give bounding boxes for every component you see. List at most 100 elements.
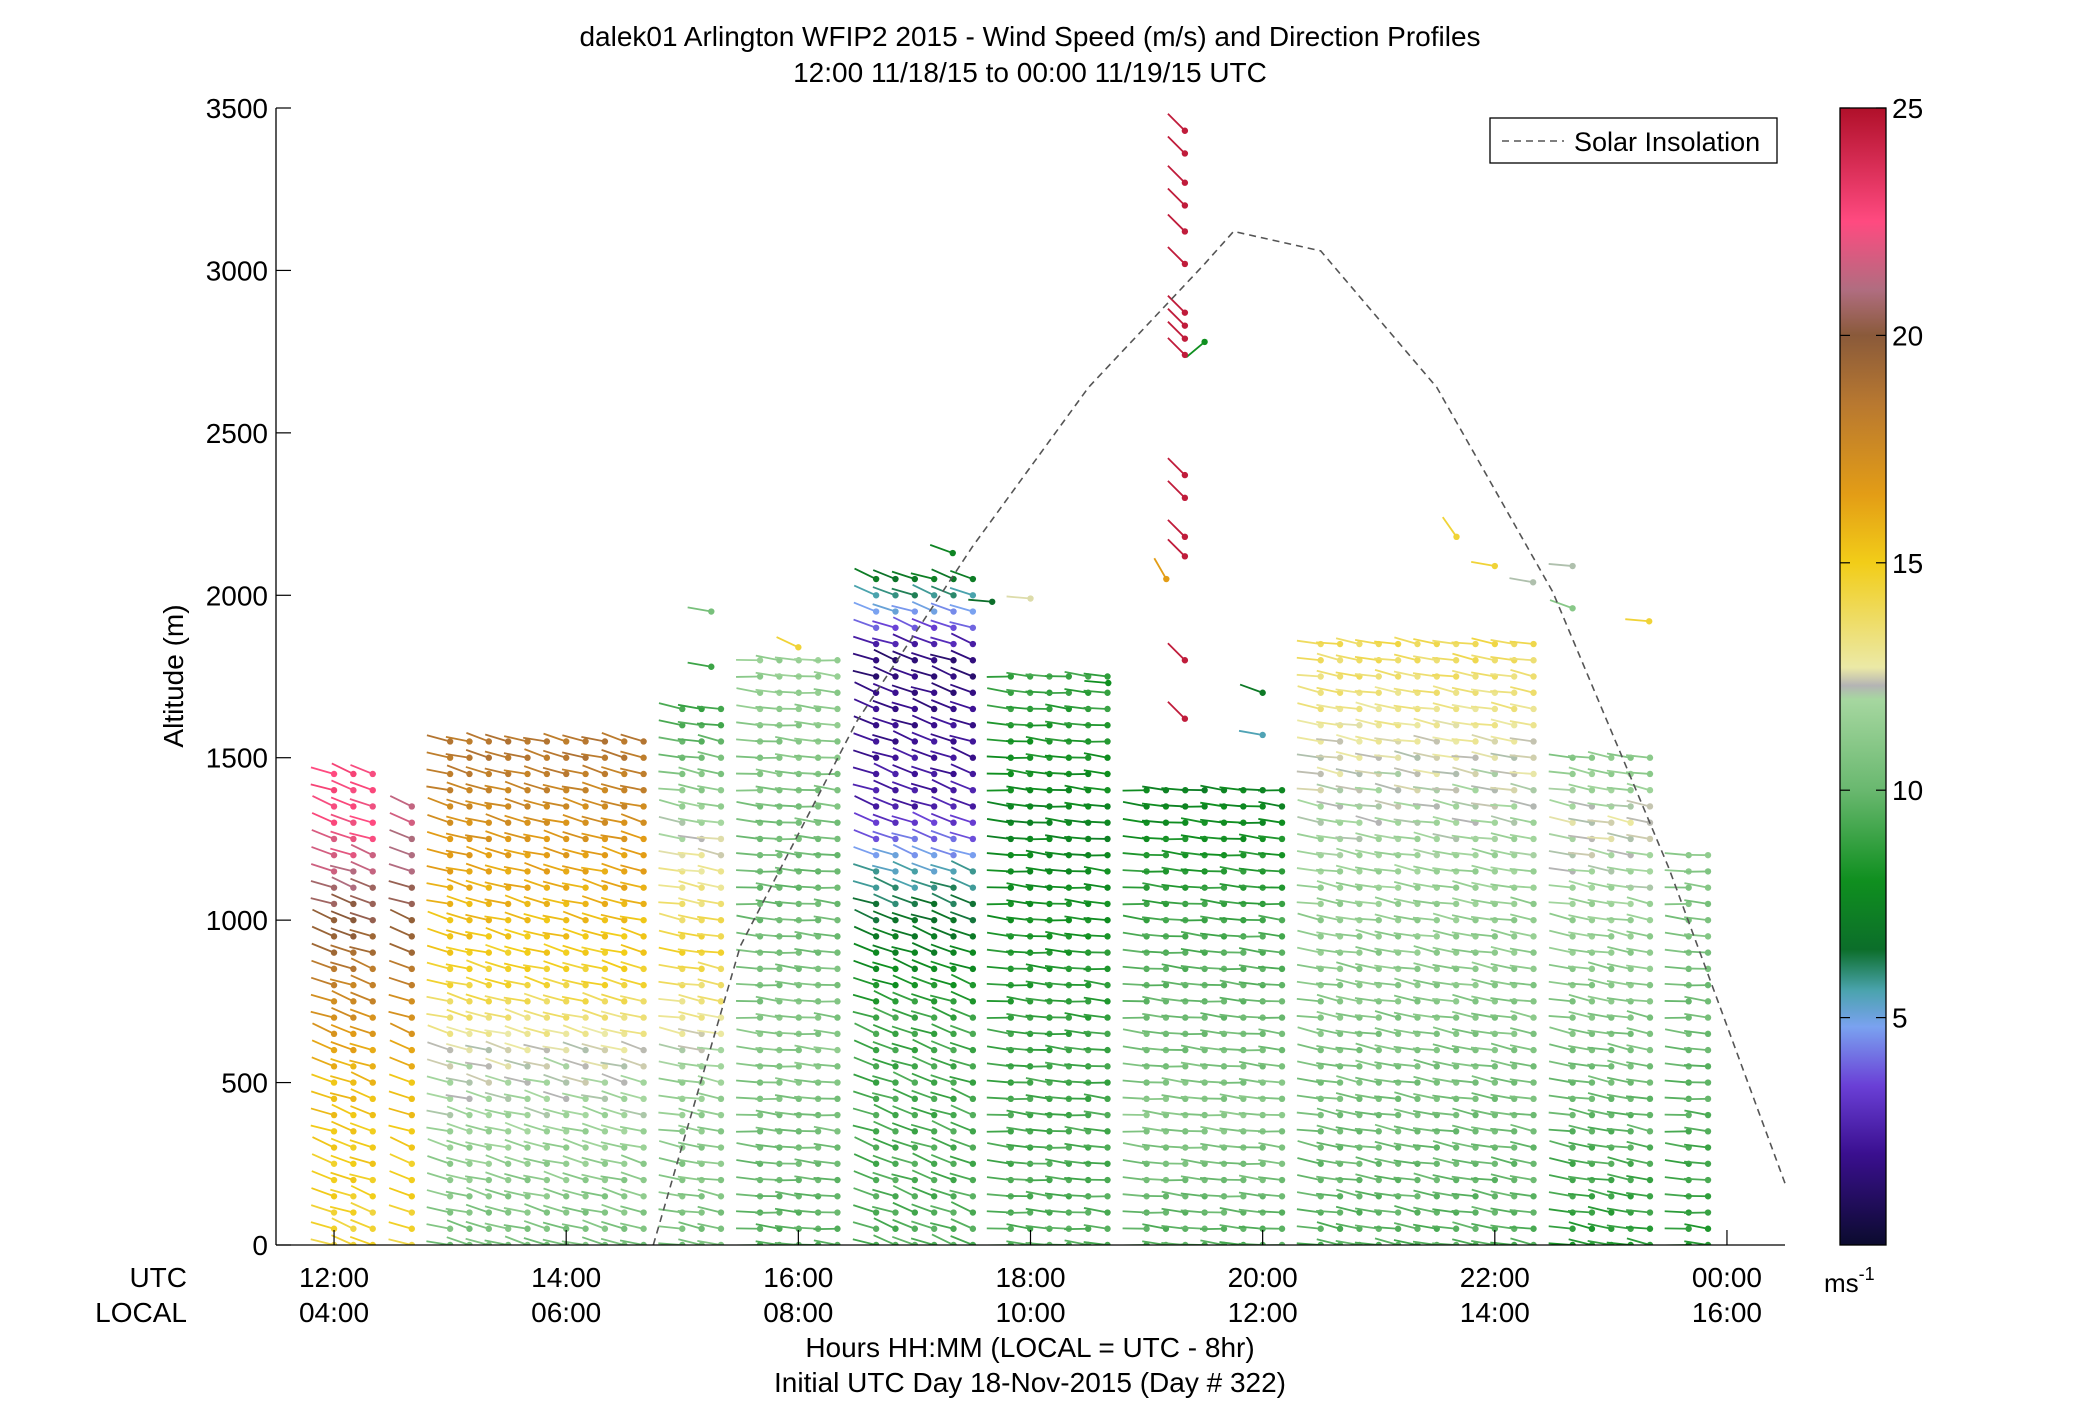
wind-barb-70 (350, 1071, 376, 1086)
wind-barb-501-shaft (658, 736, 683, 743)
wind-barb-221-shaft (484, 1125, 509, 1133)
wind-barb-63-dot (369, 1193, 376, 1200)
wind-barb-238-shaft (484, 847, 509, 857)
wind-barb-347-shaft (562, 1155, 586, 1165)
wind-barb-130-shaft (427, 1041, 451, 1051)
wind-barb-213 (466, 732, 493, 745)
wind-barb-130 (427, 1041, 454, 1054)
wind-barb-395-shaft (581, 895, 606, 905)
wind-barb-771-dot (872, 1014, 880, 1021)
wind-barb-200-shaft (464, 947, 489, 954)
wind-barb-905-dot (930, 884, 938, 891)
wind-barb-232-shaft (485, 943, 509, 954)
wind-barb-377 (581, 1190, 609, 1200)
wind-barb-259 (504, 1025, 531, 1038)
wind-barb-139-shaft (426, 899, 451, 905)
wind-barb-740-dot (834, 916, 841, 924)
wind-barb-397-dot (601, 868, 609, 875)
wind-barb-259-dot (524, 1030, 531, 1038)
wind-barb-817-dot (892, 949, 899, 956)
wind-barb-318 (542, 1107, 570, 1119)
wind-barb-857-dot (911, 981, 919, 989)
wind-barb-444 (619, 1142, 647, 1151)
wind-barb-38-shaft (331, 1103, 354, 1116)
wind-barb-554-dot (717, 981, 725, 989)
wind-barb-484-shaft (658, 1015, 683, 1019)
wind-barb-267-dot (524, 900, 531, 908)
wind-barb-109-dot (408, 933, 416, 940)
wind-barb-829-dot (892, 754, 899, 761)
wind-barb-47-dot (350, 965, 357, 973)
wind-barb-116-shaft (389, 812, 413, 824)
wind-barb-567-dot (717, 770, 725, 778)
wind-barb-338 (542, 783, 570, 794)
wind-barb-471-shaft (658, 1225, 683, 1230)
wind-barb-1003-dot (969, 657, 977, 664)
wind-barb-13-shaft (312, 1022, 335, 1035)
wind-barb-378-dot (601, 1176, 609, 1184)
wind-barb-115-shaft (389, 829, 413, 840)
wind-barb-348-shaft (562, 1138, 586, 1149)
wind-barb-279-dot (543, 1225, 551, 1232)
wind-barb-404 (581, 753, 609, 761)
wind-barb-43-dot (350, 1030, 357, 1038)
wind-barb-502-shaft (658, 719, 683, 727)
wind-barb-235 (484, 898, 512, 908)
wind-barb-1447-dot (1278, 933, 1286, 940)
wind-barb-1486-dot (1317, 770, 1324, 778)
wind-barb-146-dot (446, 787, 454, 794)
wind-barb-1194-dot (1104, 1160, 1111, 1167)
wind-barb-171 (446, 895, 473, 908)
wind-barb-203-dot (485, 900, 493, 908)
wind-barb-145-dot (446, 803, 454, 810)
wind-barb-426 (600, 913, 628, 924)
wind-barb-1233-dot (1143, 1111, 1150, 1119)
wind-barb-375-shaft (582, 1219, 606, 1230)
wind-barb-419-shaft (600, 1027, 625, 1035)
wind-barb-665-dot (795, 933, 802, 940)
wind-barb-337 (542, 800, 570, 810)
wind-barb-573-dot (756, 1225, 764, 1232)
wind-barb-85-dot (369, 835, 376, 843)
wind-barb-82-shaft (350, 877, 374, 889)
wind-barb-390-shaft (581, 980, 606, 987)
wind-barb-425-shaft (600, 930, 625, 938)
wind-barb-347-dot (582, 1160, 589, 1167)
wind-barb-319 (543, 1090, 570, 1103)
wind-barb-181-dot (466, 738, 473, 745)
wind-barb-979-dot (969, 1046, 977, 1054)
wind-barb-312 (543, 1204, 570, 1216)
wind-barb-344-shaft (561, 1206, 586, 1214)
wind-barb-447 (620, 1091, 647, 1103)
wind-barb-230 (484, 978, 512, 989)
wind-barb-409 (601, 1186, 628, 1200)
wind-barb-1538-dot (1356, 1160, 1363, 1167)
wind-barb-332-shaft (542, 880, 567, 889)
wind-barb-252-dot (524, 1144, 531, 1151)
wind-barb-33 (330, 1188, 357, 1200)
wind-barb-92 (388, 1204, 416, 1216)
wind-barb-1001-dot (969, 689, 977, 696)
wind-barb-843-dot (911, 1209, 919, 1216)
wind-barb-485 (658, 997, 686, 1005)
wind-barb-1497-dot (1336, 1209, 1344, 1216)
wind-barb-437-shaft (601, 732, 625, 743)
wind-barb-1610-dot (1394, 1225, 1402, 1232)
wind-barb-41-dot (350, 1063, 357, 1070)
wind-barb-306 (523, 782, 551, 794)
wind-barb-5-shaft (311, 1153, 335, 1165)
wind-barb-752-dot (834, 722, 841, 729)
wind-barb-1550-dot (1356, 965, 1363, 973)
wind-barb-138 (427, 910, 454, 924)
wind-barb-115-dot (408, 835, 416, 843)
wind-barb-406-dot (621, 1241, 628, 1245)
wind-barb-848-dot (911, 1128, 919, 1135)
wind-barb-240-dot (504, 819, 512, 826)
wind-barb-215-shaft (484, 1222, 509, 1230)
wind-barb-34 (330, 1171, 357, 1184)
wind-barb-388-dot (601, 1014, 609, 1021)
wind-barb-25 (311, 829, 338, 843)
wind-barb-2-dot (330, 1209, 338, 1216)
wind-barb-284-shaft (523, 1140, 548, 1149)
wind-barb-48-dot (350, 949, 357, 956)
